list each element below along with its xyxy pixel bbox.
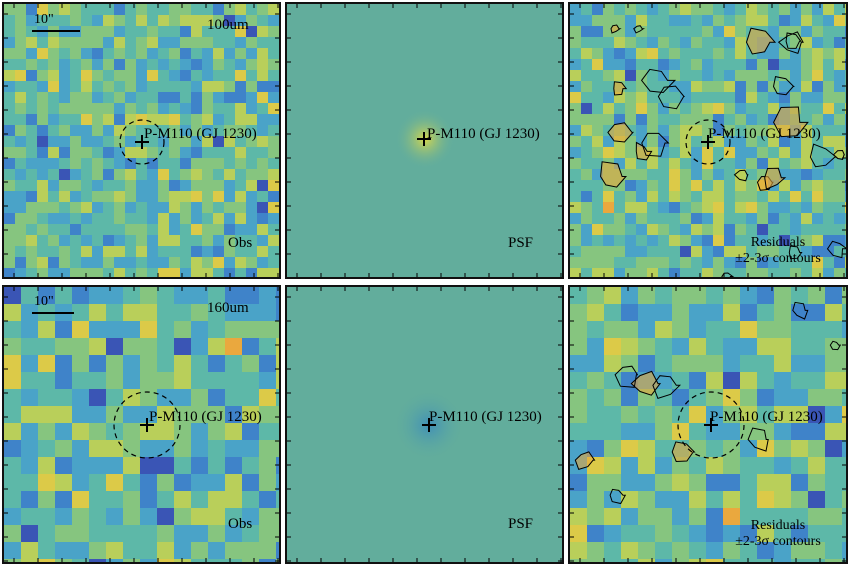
obs-panel-100um: 10" 100um P-M110 (GJ 1230) Obs	[2, 2, 281, 279]
band-label: 160um	[207, 300, 249, 316]
residual-panel-160um: P-M110 (GJ 1230) Residuals ±2-3σ contour…	[568, 285, 848, 564]
obs-label: Obs	[228, 516, 253, 532]
psf-label: PSF	[508, 516, 534, 532]
scalebar-label: 10"	[34, 294, 54, 309]
scalebar	[32, 312, 74, 314]
residual-image-160um	[570, 287, 846, 562]
source-label: P-M110 (GJ 1230)	[427, 126, 540, 142]
source-label: P-M110 (GJ 1230)	[429, 409, 542, 425]
psf-label: PSF	[508, 235, 534, 251]
residual-label-line2: ±2-3σ contours	[735, 251, 821, 266]
obs-image-160um	[4, 287, 279, 562]
source-label: P-M110 (GJ 1230)	[710, 409, 823, 425]
residual-label-line1: Residuals	[750, 235, 806, 250]
residual-label: Residuals ±2-3σ contours	[708, 235, 846, 267]
residual-label-line2: ±2-3σ contours	[735, 534, 821, 549]
residual-label: Residuals ±2-3σ contours	[708, 518, 846, 550]
psf-image-160um	[287, 287, 562, 562]
obs-image-100um	[4, 4, 279, 277]
obs-label: Obs	[228, 235, 253, 251]
scalebar	[32, 30, 80, 32]
psf-panel-160um: P-M110 (GJ 1230) PSF	[285, 285, 564, 564]
psf-panel-100um: P-M110 (GJ 1230) PSF	[285, 2, 564, 279]
source-label: P-M110 (GJ 1230)	[149, 409, 262, 425]
scalebar-label: 10"	[34, 12, 54, 27]
band-label: 100um	[207, 17, 249, 33]
residual-image-100um	[570, 4, 846, 277]
psf-image-100um	[287, 4, 562, 277]
residual-panel-100um: P-M110 (GJ 1230) Residuals ±2-3σ contour…	[568, 2, 848, 279]
obs-panel-160um: 10" 160um P-M110 (GJ 1230) Obs	[2, 285, 281, 564]
source-label: P-M110 (GJ 1230)	[708, 126, 821, 142]
residual-label-line1: Residuals	[750, 518, 806, 533]
source-label: P-M110 (GJ 1230)	[144, 126, 257, 142]
